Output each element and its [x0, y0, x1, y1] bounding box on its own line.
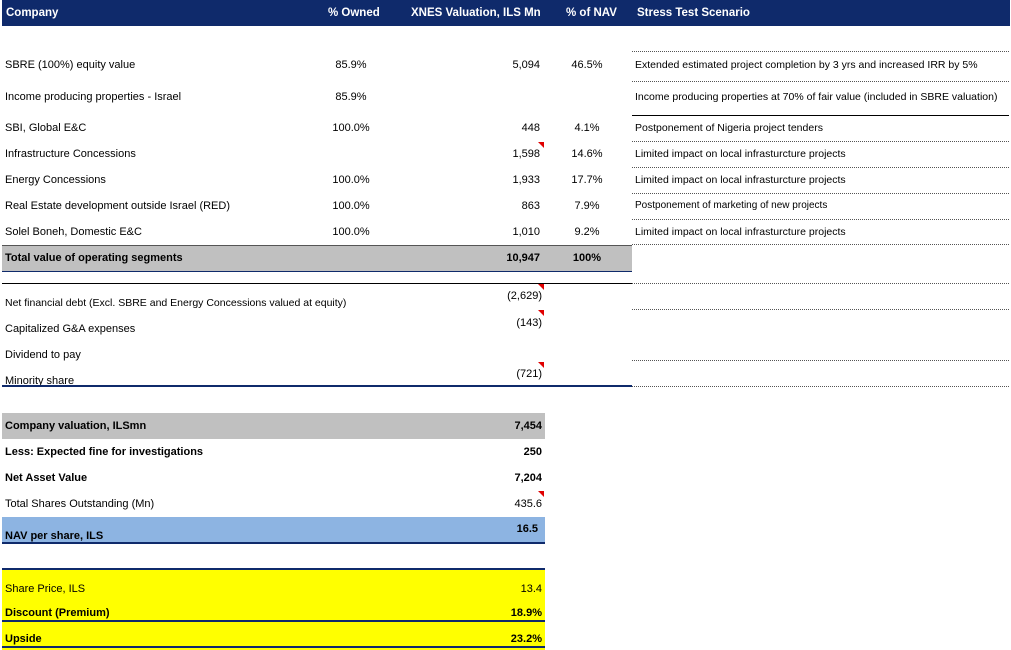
segment-nav-pct: 17.7%	[571, 174, 603, 186]
segment-company: Real Estate development outside Israel (…	[5, 200, 230, 212]
nav-per-share-value: 16.5	[516, 523, 538, 535]
scenario-divider	[632, 244, 1009, 245]
share-price-label: Share Price, ILS	[5, 583, 86, 595]
discount-label: Discount (Premium)	[5, 607, 110, 619]
scenario-divider	[632, 141, 1009, 142]
segment-valuation: 1,933	[512, 174, 540, 186]
header-valuation: XNES Valuation, ILS Mn	[411, 7, 541, 19]
fine-label: Less: Expected fine for investigations	[5, 446, 204, 458]
discount-value: 18.9%	[510, 607, 542, 619]
total-row	[2, 245, 632, 272]
shares-label: Total Shares Outstanding (Mn)	[5, 498, 155, 510]
segment-owned: 100.0%	[332, 226, 370, 238]
fine-value: 250	[523, 446, 542, 458]
segment-company: Energy Concessions	[5, 174, 106, 186]
shares-value: 435.6	[514, 498, 542, 510]
scenario-divider	[632, 51, 1009, 52]
comment-marker[interactable]	[538, 284, 544, 290]
segment-scenario: Postponement of marketing of new project…	[635, 200, 828, 211]
scenario-divider	[632, 386, 1009, 387]
comment-marker[interactable]	[538, 142, 544, 148]
scenario-divider	[632, 283, 1009, 284]
adjustment-label: Minority share	[5, 375, 75, 387]
comment-marker[interactable]	[538, 362, 544, 368]
segment-scenario: Postponement of Nigeria project tenders	[635, 122, 823, 134]
segment-valuation: 5,094	[512, 59, 540, 71]
adjustments-top-border	[2, 283, 632, 284]
nav-label: Net Asset Value	[5, 472, 88, 484]
segment-scenario: Income producing properties at 70% of fa…	[635, 91, 998, 103]
adjustment-label: Net financial debt (Excl. SBRE and Energ…	[5, 297, 347, 309]
company-valuation-value: 7,454	[514, 420, 542, 432]
company-valuation-label: Company valuation, ILSmn	[5, 420, 147, 432]
scenario-divider	[632, 81, 1009, 82]
price-block	[2, 568, 545, 650]
nav-per-share-label: NAV per share, ILS	[5, 530, 104, 542]
header-scenario: Stress Test Scenario	[637, 7, 750, 19]
segment-owned: 100.0%	[332, 174, 370, 186]
comment-marker[interactable]	[538, 491, 544, 497]
scenario-divider	[632, 115, 1009, 116]
segment-scenario: Limited impact on local infrasturcture p…	[635, 148, 846, 160]
total-valuation: 10,947	[506, 252, 540, 264]
segment-nav-pct: 7.9%	[574, 200, 600, 212]
segment-valuation: 1,598	[512, 148, 540, 160]
upside-value: 23.2%	[510, 633, 542, 645]
scenario-divider	[632, 219, 1009, 220]
total-label: Total value of operating segments	[5, 252, 183, 264]
segment-owned: 85.9%	[335, 59, 367, 71]
segment-company: SBI, Global E&C	[5, 122, 87, 134]
segment-company: SBRE (100%) equity value	[5, 59, 136, 71]
segment-nav-pct: 4.1%	[574, 122, 600, 134]
segment-scenario: Limited impact on local infrasturcture p…	[635, 174, 846, 186]
header-owned: % Owned	[328, 7, 380, 19]
scenario-divider	[632, 193, 1009, 194]
segment-scenario: Extended estimated project completion by…	[635, 59, 978, 71]
scenario-divider	[632, 167, 1009, 168]
segment-nav-pct: 14.6%	[571, 148, 603, 160]
scenario-divider	[632, 309, 1009, 310]
segment-company: Infrastructure Concessions	[5, 148, 136, 160]
upside-label: Upside	[5, 633, 42, 645]
adjustment-value: (143)	[516, 317, 542, 329]
adjustment-label: Capitalized G&A expenses	[5, 323, 136, 335]
nav-value: 7,204	[514, 472, 542, 484]
comment-marker[interactable]	[538, 310, 544, 316]
segment-owned: 85.9%	[335, 91, 367, 103]
scenario-divider	[632, 360, 1009, 361]
segment-valuation: 1,010	[512, 226, 540, 238]
total-nav-pct: 100%	[572, 252, 602, 264]
segment-scenario: Limited impact on local infrasturcture p…	[635, 226, 846, 238]
price-divider	[2, 620, 545, 622]
segment-valuation: 448	[521, 122, 540, 134]
header-company: Company	[6, 7, 59, 19]
segment-nav-pct: 46.5%	[571, 59, 603, 71]
segment-valuation: 863	[521, 200, 540, 212]
price-bottom-border	[2, 646, 545, 648]
segment-owned: 100.0%	[332, 122, 370, 134]
adjustment-value: (2,629)	[507, 290, 542, 302]
segment-nav-pct: 9.2%	[574, 226, 600, 238]
adjustment-value: (721)	[516, 368, 542, 380]
nav-per-share-row	[2, 517, 545, 544]
header-nav-pct: % of NAV	[566, 7, 617, 19]
company-valuation-row	[2, 413, 545, 439]
segment-owned: 100.0%	[332, 200, 370, 212]
adjustments-bottom-border	[2, 385, 632, 387]
share-price-value: 13.4	[520, 583, 542, 595]
adjustment-label: Dividend to pay	[5, 349, 81, 361]
segment-company: Income producing properties - Israel	[5, 91, 182, 103]
table-header: Company % Owned XNES Valuation, ILS Mn %…	[2, 0, 1010, 26]
segment-company: Solel Boneh, Domestic E&C	[5, 226, 142, 238]
